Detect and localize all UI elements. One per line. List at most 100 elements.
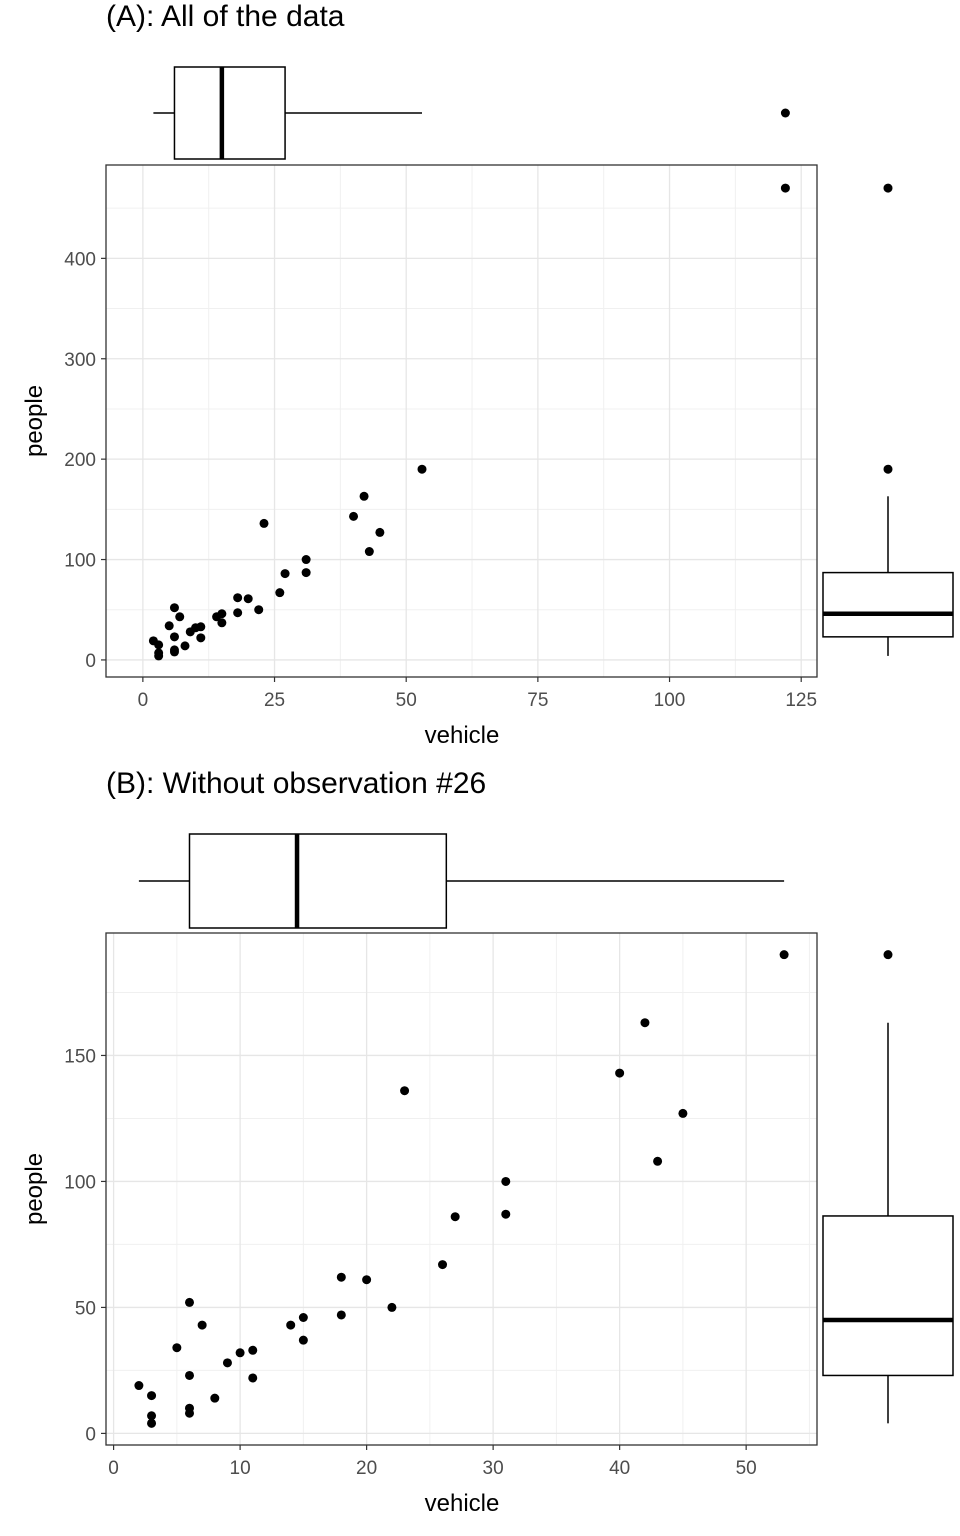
x-tick-label: 75 — [527, 690, 548, 711]
data-point — [364, 547, 374, 557]
data-point — [438, 1260, 448, 1270]
x-tick-label: 20 — [356, 1458, 377, 1479]
panel-a: (A): All of the data 0 25 50 75 100 125 0 100 20… — [21, 0, 954, 749]
y-boxplot-box — [822, 571, 954, 638]
data-point — [147, 1391, 157, 1401]
y-boxplot-box — [822, 1215, 954, 1377]
data-point — [362, 1275, 372, 1285]
x-tick-label: 0 — [108, 1458, 119, 1479]
data-point — [184, 1297, 194, 1307]
x-tick-label: 50 — [396, 690, 417, 711]
data-point — [780, 183, 790, 193]
plot-border — [105, 932, 818, 1446]
data-point — [147, 1411, 157, 1421]
data-point — [375, 527, 385, 537]
x-tick-label: 30 — [483, 1458, 504, 1479]
data-point — [169, 603, 179, 613]
panel-a-plot: 0 25 50 75 100 125 0 100 200 300 400 — [64, 164, 818, 711]
y-tick-label: 100 — [64, 1172, 96, 1193]
data-point — [197, 1320, 207, 1330]
y-tick-label: 200 — [64, 450, 96, 471]
data-point — [298, 1313, 308, 1323]
data-point — [184, 1370, 194, 1380]
data-point — [217, 609, 227, 619]
data-point — [147, 1418, 157, 1428]
data-point — [233, 608, 243, 618]
data-point — [196, 633, 206, 643]
data-point — [154, 651, 164, 661]
x-tick-label: 0 — [138, 690, 149, 711]
data-point — [248, 1345, 258, 1355]
data-point — [172, 1343, 182, 1353]
panel-a-title: (A): All of the data — [106, 0, 345, 33]
data-point — [387, 1302, 397, 1312]
data-point — [615, 1068, 625, 1078]
data-point — [154, 640, 164, 650]
y-tick-label: 100 — [64, 551, 96, 572]
plot-background — [106, 165, 817, 677]
data-point — [298, 1335, 308, 1345]
plot-border — [105, 164, 818, 678]
data-point — [184, 1408, 194, 1418]
y-tick-label: 0 — [85, 1424, 96, 1445]
panel-a-right-boxplot — [822, 183, 954, 656]
panel-b-top-boxplot — [138, 833, 785, 929]
data-point — [164, 621, 174, 631]
data-point — [254, 605, 264, 615]
panel-a-y-axis-label: people — [21, 385, 48, 457]
data-point — [640, 1018, 650, 1028]
data-point — [501, 1176, 511, 1186]
data-point — [169, 647, 179, 657]
data-point — [196, 622, 206, 632]
data-point — [678, 1108, 688, 1118]
data-point — [217, 618, 227, 628]
x-boxplot-box — [173, 66, 286, 160]
data-point — [169, 632, 179, 642]
data-point — [359, 491, 369, 501]
data-point — [301, 568, 311, 578]
data-point — [450, 1212, 460, 1222]
data-point — [243, 594, 253, 604]
panel-b-right-boxplot — [822, 950, 954, 1424]
data-point — [134, 1381, 144, 1391]
data-point — [286, 1320, 296, 1330]
panel-b-x-axis-label: vehicle — [425, 1490, 500, 1517]
data-point — [301, 555, 311, 565]
y-tick-label: 50 — [75, 1298, 96, 1319]
y-tick-label: 300 — [64, 350, 96, 371]
panel-b-plot: 0 10 20 30 40 50 0 50 100 150 — [64, 932, 818, 1479]
y-tick-label: 150 — [64, 1046, 96, 1067]
data-point — [233, 593, 243, 603]
data-point — [501, 1209, 511, 1219]
data-point — [222, 1358, 232, 1368]
x-tick-label: 50 — [736, 1458, 757, 1479]
x-boxplot-outlier — [780, 108, 790, 118]
data-point — [779, 950, 789, 960]
data-point — [400, 1086, 410, 1096]
panel-b-title: (B): Without observation #26 — [106, 767, 486, 800]
data-point — [180, 641, 190, 651]
x-tick-label: 125 — [785, 690, 817, 711]
y-tick-label: 400 — [64, 249, 96, 270]
x-tick-label: 40 — [609, 1458, 630, 1479]
x-boxplot-box — [188, 833, 448, 929]
data-point — [275, 588, 285, 598]
data-point — [235, 1348, 245, 1358]
panel-b-y-axis-label: people — [21, 1153, 48, 1225]
panel-a-top-boxplot — [153, 66, 790, 160]
data-point — [210, 1393, 220, 1403]
x-tick-label: 25 — [264, 690, 285, 711]
data-point — [259, 518, 269, 528]
data-point — [336, 1310, 346, 1320]
data-point — [336, 1272, 346, 1282]
y-tick-label: 0 — [85, 651, 96, 672]
panel-a-x-axis-label: vehicle — [425, 722, 500, 749]
x-tick-label: 10 — [230, 1458, 251, 1479]
panel-b: (B): Without observation #26 0 10 20 30 40 50… — [21, 767, 954, 1517]
data-point — [653, 1156, 663, 1166]
y-boxplot-outlier — [883, 183, 893, 193]
data-point — [248, 1373, 258, 1383]
data-point — [175, 612, 185, 622]
data-point — [349, 511, 359, 521]
